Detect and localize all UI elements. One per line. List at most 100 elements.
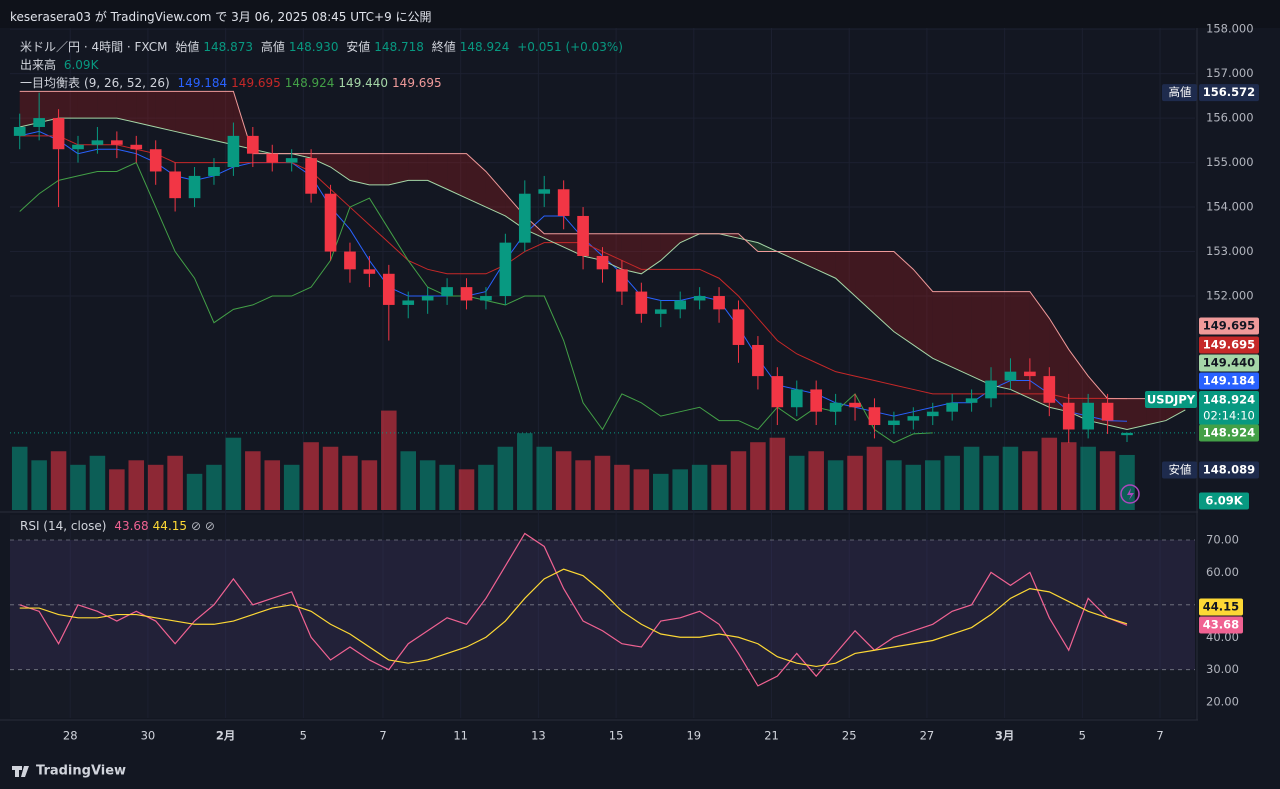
candle-body (344, 251, 356, 270)
cloud (311, 153, 331, 168)
candle-body (130, 144, 143, 150)
ichimoku-line (19, 135, 1128, 400)
volume-bar (109, 469, 125, 510)
candle-body (771, 376, 784, 408)
volume-legend: 出来高 6.09K (20, 56, 102, 73)
volume-bar (497, 446, 514, 510)
volume-bar (1080, 446, 1096, 510)
candle-body (421, 296, 434, 301)
candle-body (965, 398, 978, 403)
rsi-value: 43.68 (114, 519, 149, 533)
volume-bar (691, 464, 708, 510)
candle-body (266, 153, 279, 163)
cloud (991, 291, 1011, 390)
candle-body (1024, 371, 1036, 377)
cloud (97, 91, 117, 119)
candle-body (188, 175, 201, 199)
x-tick-label: 7 (379, 729, 386, 743)
open-name: 始値 (175, 40, 200, 54)
cloud (447, 153, 467, 199)
cloud (39, 91, 59, 123)
cloud (58, 91, 78, 119)
cloud (349, 153, 370, 185)
candle-body (849, 402, 861, 408)
candle-body (557, 189, 570, 216)
volume-bar (536, 446, 552, 510)
price-pill-bg (1199, 391, 1259, 425)
candle-body (907, 416, 920, 421)
volume-bar (575, 460, 591, 510)
cloud (932, 291, 953, 368)
cloud (971, 291, 992, 385)
candle-body (382, 273, 395, 305)
cloud (136, 91, 156, 127)
ichimoku-value: 149.695 (392, 76, 442, 90)
volume-bar (361, 460, 378, 510)
cloud (485, 171, 506, 216)
candle-body (13, 126, 26, 136)
candle-body (868, 407, 881, 426)
candle-body (111, 140, 123, 145)
cloud (1127, 398, 1147, 430)
volume-bar (633, 469, 650, 510)
candle-body (888, 420, 900, 426)
rsi-ma-pill: 44.15 (1203, 600, 1239, 614)
rsi-tick-label: 20.00 (1206, 695, 1239, 709)
y-tick-label: 157.000 (1206, 66, 1254, 80)
cloud (544, 233, 564, 248)
span-b-pill: 149.695 (1203, 319, 1255, 333)
axes: 28 30 2月 5 7 11 13 15 19 21 25 27 3月 5 7 152.000 153.000… (63, 22, 1259, 743)
volume-bar (245, 451, 261, 510)
volume-bar (555, 451, 572, 510)
close-name: 終値 (431, 40, 456, 54)
alert-icon[interactable] (1120, 484, 1140, 504)
top-bar (0, 0, 1280, 28)
candle-body (149, 149, 162, 172)
candle-body (499, 242, 512, 297)
volume-bar (1041, 437, 1058, 510)
conversion-pill-bg (1199, 372, 1259, 390)
volume-bar (303, 442, 319, 510)
volume-bar (905, 464, 922, 510)
volume-bar (517, 433, 533, 510)
lagging-pill: 148.924 (1203, 426, 1255, 440)
volume-pill: 6.09K (1205, 494, 1243, 508)
volume-bar (1099, 451, 1116, 510)
candle-body (1082, 402, 1094, 430)
volume-bar (89, 455, 106, 510)
y-tick-label: 155.000 (1206, 155, 1254, 169)
x-tick-label: 15 (609, 729, 624, 743)
ichimoku-value: 149.695 (231, 76, 281, 90)
low-value: 148.718 (374, 40, 424, 54)
base-pill: 149.695 (1203, 338, 1255, 352)
volume-bar (672, 469, 688, 510)
price-pill: 148.924 (1203, 393, 1255, 407)
low-marker-bg (1162, 461, 1197, 479)
candle-body (285, 158, 298, 163)
y-tick-label: 156.000 (1206, 111, 1254, 125)
volume-bar (730, 451, 747, 510)
cloud (660, 233, 681, 261)
candle-body (247, 135, 259, 154)
volume-bar (594, 455, 611, 510)
candle-body (790, 389, 803, 408)
high-marker-value-bg (1199, 84, 1259, 102)
volume-bar (206, 464, 222, 510)
span-b-pill-bg (1199, 317, 1259, 335)
volume-bar (381, 410, 397, 510)
volume-bar (1060, 442, 1077, 510)
volume-bar (458, 469, 475, 510)
marks (10, 90, 1195, 687)
visibility-icons[interactable]: ⊘ ⊘ (191, 519, 215, 533)
volume-bar (614, 464, 630, 510)
volume-bar (419, 460, 436, 510)
rsi-title: RSI (14, close) (20, 519, 107, 533)
high-name: 高値 (260, 40, 285, 54)
volume-bar (11, 446, 28, 510)
ticker: USDJPY (1147, 393, 1196, 407)
volume-bar (963, 446, 980, 510)
cloud (116, 91, 137, 123)
cloud (913, 269, 933, 359)
open-value: 148.873 (203, 40, 253, 54)
candle-body (635, 291, 648, 314)
